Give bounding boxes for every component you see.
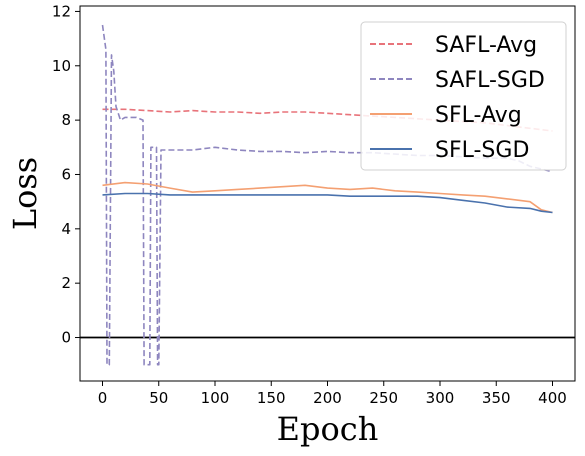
y-axis: 0 2 4 6 8 10 12 [52,2,80,347]
legend-label-safl-sgd: SAFL-SGD [435,68,545,93]
legend-label-sfl-avg: SFL-Avg [435,103,522,128]
y-tick-label: 6 [61,165,71,183]
y-tick-label: 8 [61,111,71,129]
legend-box [360,21,567,171]
x-tick-label: 250 [369,389,398,407]
x-tick-label: 400 [538,389,567,407]
y-tick-label: 2 [61,274,71,292]
series-line-sfl-avg [102,181,553,214]
x-tick-label: 100 [201,389,230,407]
x-tick-label: 150 [257,389,286,407]
x-tick-label: 300 [426,389,455,407]
legend: SAFL-Avg SAFL-SGD SFL-Avg SFL-SGD [360,21,567,171]
y-tick-label: 4 [61,220,71,238]
y-tick-label: 12 [52,2,71,20]
x-tick-label: 0 [98,389,108,407]
y-tick-label: 10 [52,57,71,75]
legend-label-sfl-sgd: SFL-SGD [435,138,529,163]
y-tick-label: 0 [61,329,71,347]
series-line-safl-avg [102,108,553,132]
x-tick-label: 50 [149,389,168,407]
x-axis-title: Epoch [277,410,379,448]
legend-label-safl-avg: SAFL-Avg [435,33,537,58]
y-axis-title: Loss [6,157,44,230]
x-tick-label: 200 [313,389,342,407]
x-axis: 0 50 100 150 200 250 300 350 400 [98,381,567,407]
series-line-sfl-sgd [102,192,553,214]
x-tick-label: 350 [482,389,511,407]
